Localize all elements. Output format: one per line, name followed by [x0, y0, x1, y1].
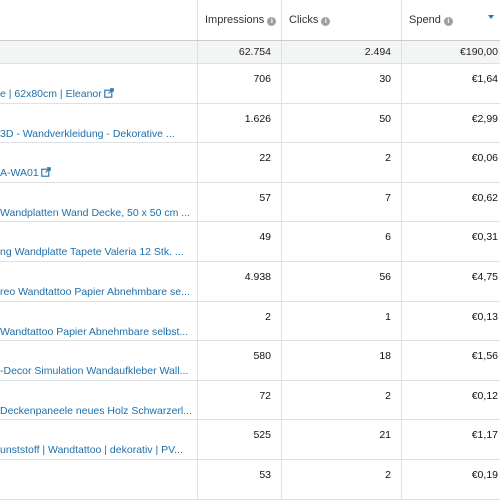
clicks-value: 56: [379, 271, 391, 283]
clicks-value: 30: [379, 73, 391, 85]
product-name-text[interactable]: Deckenpaneele neues Holz Schwarzerl...: [0, 404, 193, 417]
table-header: Impressions i Clicks i Spend i: [0, 0, 500, 41]
clicks-value: 2: [385, 389, 391, 402]
header-spend[interactable]: Spend i: [401, 0, 500, 40]
product-name-link[interactable]: e | 62x80cm | Eleanor: [0, 88, 114, 100]
external-link-icon[interactable]: [40, 167, 51, 177]
total-clicks: 2.494: [364, 46, 391, 58]
table-row: Deckenpaneele neues Holz Schwarzerl... 72…: [0, 380, 500, 421]
clicks-value: 6: [385, 231, 391, 244]
product-name-text[interactable]: ng Wandplatte Tapete Valeria 12 Stk. ...: [0, 246, 184, 259]
product-name-link[interactable]: reo Wandtattoo Papier Abnehmbare se...: [0, 286, 190, 298]
impressions-value: 4.938: [244, 271, 271, 283]
product-name-link[interactable]: Wandtattoo Papier Abnehmbare selbst...: [0, 326, 188, 338]
info-icon[interactable]: i: [443, 17, 453, 26]
impressions-header-label[interactable]: Impressions: [205, 14, 265, 26]
impressions-value: 57: [259, 191, 271, 204]
clicks-value: 21: [379, 429, 391, 442]
info-icon[interactable]: i: [321, 17, 331, 26]
spend-value: €0,62: [471, 191, 498, 204]
clicks-value: 18: [379, 350, 391, 363]
spend-value: €0,19: [471, 469, 498, 481]
impressions-value: 49: [259, 231, 271, 244]
table-row: 53 2 €0,19: [0, 460, 500, 500]
clicks-value: 1: [385, 310, 391, 323]
impressions-value: 72: [259, 389, 271, 402]
impressions-value: 580: [253, 350, 271, 363]
spend-value: €0,13: [471, 310, 498, 323]
product-name-link[interactable]: unststoff | Wandtattoo | dekorativ | PV.…: [0, 444, 183, 456]
header-clicks[interactable]: Clicks i: [281, 0, 401, 40]
impressions-value: 1.626: [244, 112, 271, 125]
product-name-link[interactable]: Deckenpaneele neues Holz Schwarzerl...: [0, 405, 192, 417]
impressions-value: 2: [265, 310, 271, 323]
table-row: Wandplatten Wand Decke, 50 x 50 cm ... 57…: [0, 182, 500, 223]
clicks-value: 2: [385, 469, 391, 481]
product-name-link[interactable]: ng Wandplatte Tapete Valeria 12 Stk. ...: [0, 246, 184, 258]
product-name-text[interactable]: reo Wandtattoo Papier Abnehmbare se...: [0, 286, 190, 298]
table-row: ng Wandplatte Tapete Valeria 12 Stk. ...…: [0, 222, 500, 262]
total-spend: €190,00: [460, 46, 498, 58]
product-name-text[interactable]: unststoff | Wandtattoo | dekorativ | PV.…: [0, 444, 183, 457]
spend-value: €0,06: [471, 152, 498, 165]
product-name-text[interactable]: Wandplatten Wand Decke, 50 x 50 cm ...: [0, 206, 191, 219]
spend-value: €1,17: [471, 429, 498, 442]
clicks-header-label[interactable]: Clicks: [289, 14, 319, 26]
clicks-value: 50: [379, 112, 391, 125]
table-row: 3D - Wandverkleidung - Dekorative ... 1.6…: [0, 103, 500, 144]
spend-value: €0,31: [471, 231, 498, 244]
table-row: -Decor Simulation Wandaufkleber Wall... 5…: [0, 341, 500, 381]
product-name-text[interactable]: -Decor Simulation Wandaufkleber Wall...: [0, 365, 189, 378]
product-name-link[interactable]: -Decor Simulation Wandaufkleber Wall...: [0, 365, 188, 377]
spend-value: €4,75: [471, 271, 498, 283]
table-row: reo Wandtattoo Papier Abnehmbare se... 4.…: [0, 262, 500, 302]
table-row: Wandtattoo Papier Abnehmbare selbst... 2 1…: [0, 301, 500, 342]
impressions-value: 706: [253, 73, 271, 85]
table-row: unststoff | Wandtattoo | dekorativ | PV.…: [0, 420, 500, 460]
impressions-value: 525: [253, 429, 271, 442]
spend-value: €1,56: [471, 350, 498, 363]
table-row: A-WA01 22 2 €0,06: [0, 143, 500, 183]
spend-value: €1,64: [471, 73, 498, 85]
header-impressions[interactable]: Impressions i: [197, 0, 281, 40]
clicks-value: 2: [385, 152, 391, 165]
totals-row: 62.754 2.494 €190,00: [0, 41, 500, 64]
sort-descending-icon[interactable]: [488, 15, 494, 19]
product-name-link[interactable]: Wandplatten Wand Decke, 50 x 50 cm ...: [0, 207, 190, 219]
product-name-link[interactable]: A-WA01: [0, 167, 51, 179]
spend-value: €2,99: [471, 112, 498, 125]
impressions-value: 53: [259, 469, 271, 481]
impressions-value: 22: [259, 152, 271, 165]
spend-header-label[interactable]: Spend: [409, 14, 441, 26]
product-name-text[interactable]: e | 62x80cm | Eleanor: [0, 88, 102, 100]
clicks-value: 7: [385, 191, 391, 204]
spend-value: €0,12: [471, 389, 498, 402]
info-icon[interactable]: i: [267, 17, 277, 26]
product-name-text[interactable]: Wandtattoo Papier Abnehmbare selbst...: [0, 325, 189, 338]
product-name-text[interactable]: 3D - Wandverkleidung - Dekorative ...: [0, 127, 175, 140]
product-name-text[interactable]: A-WA01: [0, 167, 39, 180]
external-link-icon[interactable]: [104, 88, 114, 98]
total-impressions: 62.754: [238, 46, 271, 58]
product-name-link[interactable]: 3D - Wandverkleidung - Dekorative ...: [0, 128, 175, 140]
header-product-column: [0, 0, 197, 40]
table-row: e | 62x80cm | Eleanor 706 30 €1,64: [0, 64, 500, 104]
